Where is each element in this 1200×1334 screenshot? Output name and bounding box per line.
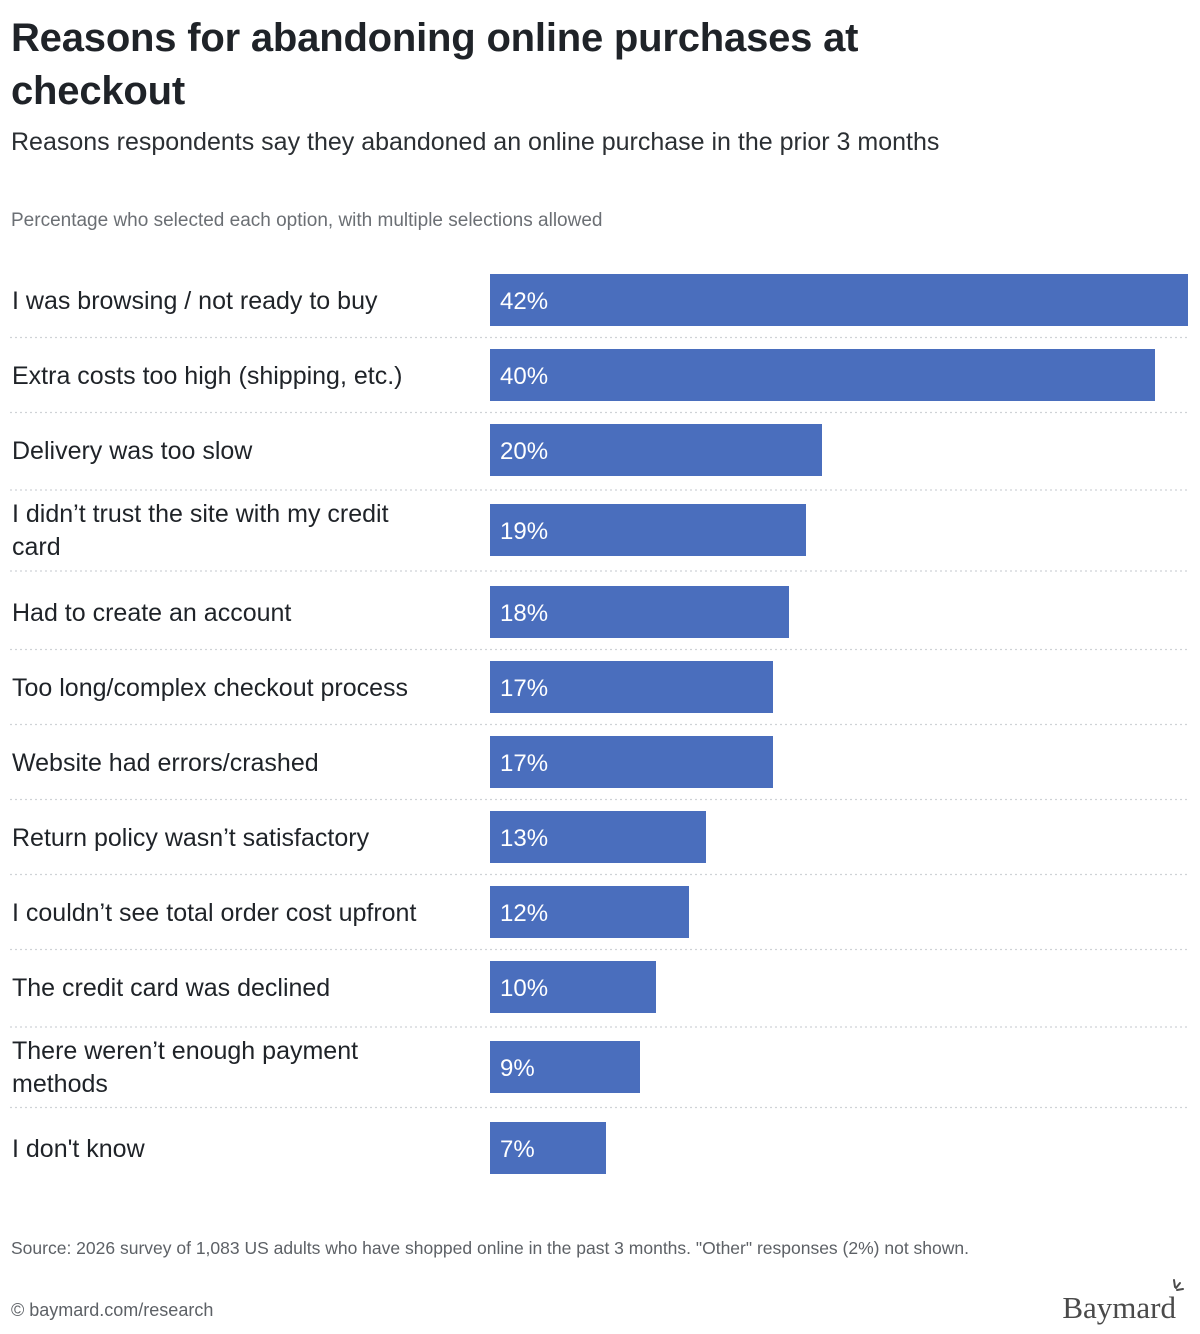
data-label: 17% (500, 750, 548, 777)
data-label: 20% (500, 438, 548, 465)
bar (490, 1122, 606, 1174)
data-label: 7% (500, 1136, 535, 1163)
data-label: 10% (500, 975, 548, 1002)
category-label: Return policy wasn’t satisfactory (12, 824, 370, 852)
category-label: Website had errors/crashed (12, 749, 319, 777)
baymard-logo: Baymard (1046, 1278, 1186, 1328)
bar (490, 274, 1188, 326)
bar (490, 811, 706, 863)
category-label: I don't know (12, 1135, 146, 1163)
data-label: 40% (500, 363, 548, 390)
data-label: 13% (500, 825, 548, 852)
chart-note: Percentage who selected each option, wit… (11, 210, 603, 231)
bar (490, 736, 773, 788)
category-label: The credit card was declined (12, 974, 330, 1002)
bar-chart: I was browsing / not ready to buy 42% Extr… (10, 274, 1188, 1174)
data-label: 42% (500, 288, 548, 315)
bar (490, 349, 1155, 401)
chart-subtitle: Reasons respondents say they abandoned a… (11, 128, 940, 156)
category-label: I couldn’t see total order cost upfront (12, 899, 416, 927)
bar (490, 886, 689, 938)
logo-text: Baymard (1062, 1290, 1176, 1325)
bar (490, 504, 806, 556)
category-label: There weren’t enough payment methods (12, 1037, 358, 1098)
category-label: Extra costs too high (shipping, etc.) (12, 362, 402, 390)
category-label: I was browsing / not ready to buy (12, 287, 378, 315)
category-label: Had to create an account (12, 599, 291, 627)
bar (490, 424, 822, 476)
data-label: 18% (500, 600, 548, 627)
bar (490, 586, 789, 638)
category-label: I didn’t trust the site with my credit ca… (12, 500, 389, 561)
bar (490, 661, 773, 713)
data-label: 17% (500, 675, 548, 702)
bar (490, 961, 656, 1013)
chart-title: Reasons for abandoning online purchases … (11, 16, 859, 113)
data-label: 12% (500, 900, 548, 927)
category-label: Delivery was too slow (12, 437, 253, 465)
category-label: Too long/complex checkout process (12, 674, 408, 702)
logo-spark-icon (1173, 1279, 1184, 1291)
data-label: 19% (500, 518, 548, 545)
copyright-link[interactable]: © baymard.com/research (11, 1300, 214, 1320)
source-note: Source: 2026 survey of 1,083 US adults w… (11, 1238, 969, 1258)
data-label: 9% (500, 1055, 535, 1082)
bar (490, 1041, 640, 1093)
